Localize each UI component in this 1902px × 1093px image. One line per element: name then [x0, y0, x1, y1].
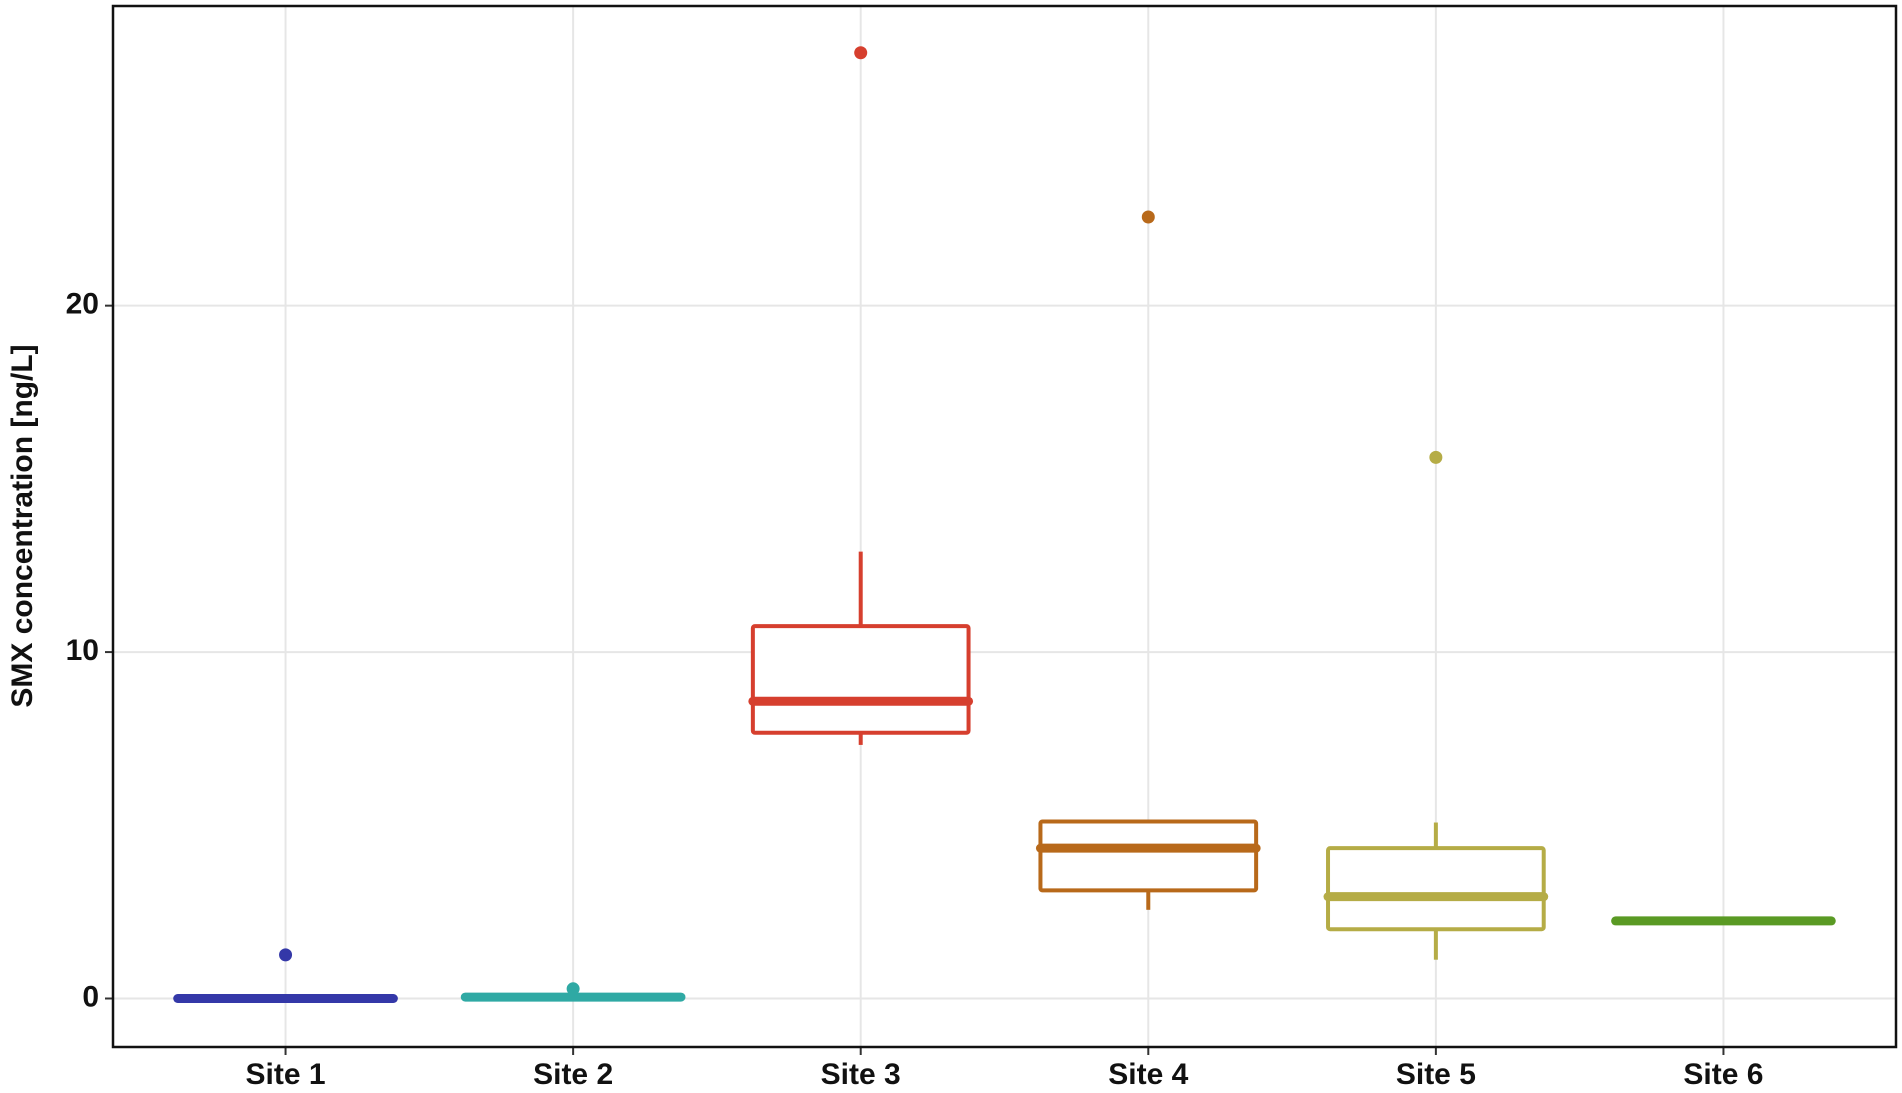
y-axis-label: SMX concentration [ng/L] — [6, 344, 39, 707]
box — [750, 624, 971, 735]
x-tick-label: Site 5 — [1396, 1058, 1476, 1091]
y-tick-label: 0 — [82, 980, 99, 1013]
plot-frame — [111, 4, 1898, 1049]
outlier — [854, 46, 868, 60]
box — [1326, 846, 1546, 932]
x-tick-label: Site 2 — [533, 1058, 613, 1091]
x-tick-label: Site 3 — [821, 1058, 901, 1091]
outlier — [1141, 210, 1155, 224]
outlier — [279, 948, 293, 962]
outlier — [1429, 450, 1443, 464]
x-tick-label: Site 4 — [1108, 1058, 1188, 1091]
x-tick-label: Site 6 — [1683, 1058, 1763, 1091]
y-tick-label: 10 — [66, 634, 99, 667]
y-tick-label: 20 — [66, 288, 99, 321]
box — [1038, 819, 1259, 893]
outlier — [566, 982, 580, 996]
x-tick-label: Site 1 — [246, 1058, 326, 1091]
